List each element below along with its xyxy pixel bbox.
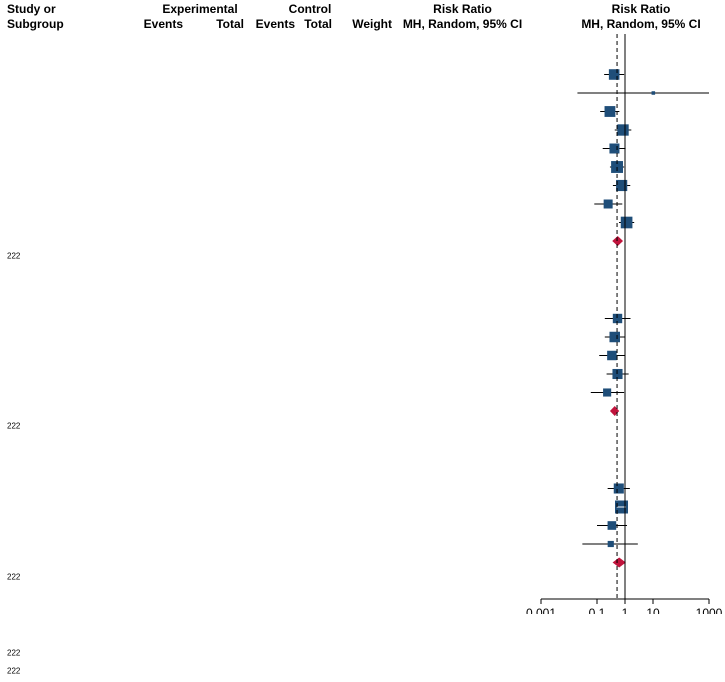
study-square <box>613 483 624 494</box>
study-square <box>620 216 633 229</box>
residual-heterogeneity: 222 <box>7 666 21 682</box>
study-square <box>607 521 617 530</box>
header-study: Study or <box>7 2 56 16</box>
x-tick-label: 1000 <box>696 606 723 614</box>
overall-heterogeneity: 222 <box>7 647 21 664</box>
het-part: 2 <box>7 572 12 582</box>
subgroup-diamond <box>612 236 624 246</box>
subgroup-diamond <box>609 406 620 416</box>
header-experimental: Experimental <box>162 2 238 16</box>
study-square <box>616 179 628 192</box>
study-square <box>608 69 620 80</box>
header-plot-rr: Risk Ratio <box>611 2 671 16</box>
subgroup-heterogeneity: 222 <box>7 420 21 437</box>
study-square <box>609 331 620 343</box>
header-rr: Risk Ratio <box>433 2 492 16</box>
forest-plot: 0.001 0.1 1 10 1000 <box>526 34 723 614</box>
study-square <box>651 91 656 95</box>
subgroup-diamond <box>612 557 626 568</box>
het-part: 2 <box>11 420 16 430</box>
study-square <box>609 143 620 154</box>
study-square <box>617 124 629 136</box>
header-weight: Weight <box>352 17 392 31</box>
header-exp-total: Total <box>216 17 244 31</box>
study-square <box>607 350 617 361</box>
het-part: 2 <box>7 420 12 430</box>
het-part: 2 <box>15 572 21 582</box>
het-part: 2 <box>15 420 21 430</box>
het-part: 2 <box>11 250 16 260</box>
header-subgroup: Subgroup <box>7 17 64 31</box>
x-tick-label: 0.1 <box>589 606 606 614</box>
header-ctrl-events: Events <box>255 17 295 31</box>
x-tick-label: 0.001 <box>526 606 556 614</box>
header-plot-method: MH, Random, 95% CI <box>581 17 701 31</box>
study-square <box>612 313 623 324</box>
het-part: 2 <box>7 250 12 260</box>
x-tick-label: 1 <box>622 606 629 614</box>
het-part: 2 <box>15 250 21 260</box>
study-square <box>603 199 613 209</box>
subgroup-heterogeneity: 222 <box>7 572 21 588</box>
x-tick-label: 10 <box>646 606 660 614</box>
het-part: 2 <box>15 647 21 657</box>
het-part: 2 <box>11 572 16 582</box>
het-part: 2 <box>15 666 21 676</box>
study-square <box>607 540 614 548</box>
header-exp-events: Events <box>143 17 183 31</box>
subgroup-heterogeneity: 222 <box>7 250 21 267</box>
header-rr-method: MH, Random, 95% CI <box>402 17 523 31</box>
header-ctrl-total: Total <box>304 17 332 31</box>
study-square <box>604 106 616 117</box>
header-control: Control <box>288 2 332 16</box>
study-square <box>603 388 612 397</box>
